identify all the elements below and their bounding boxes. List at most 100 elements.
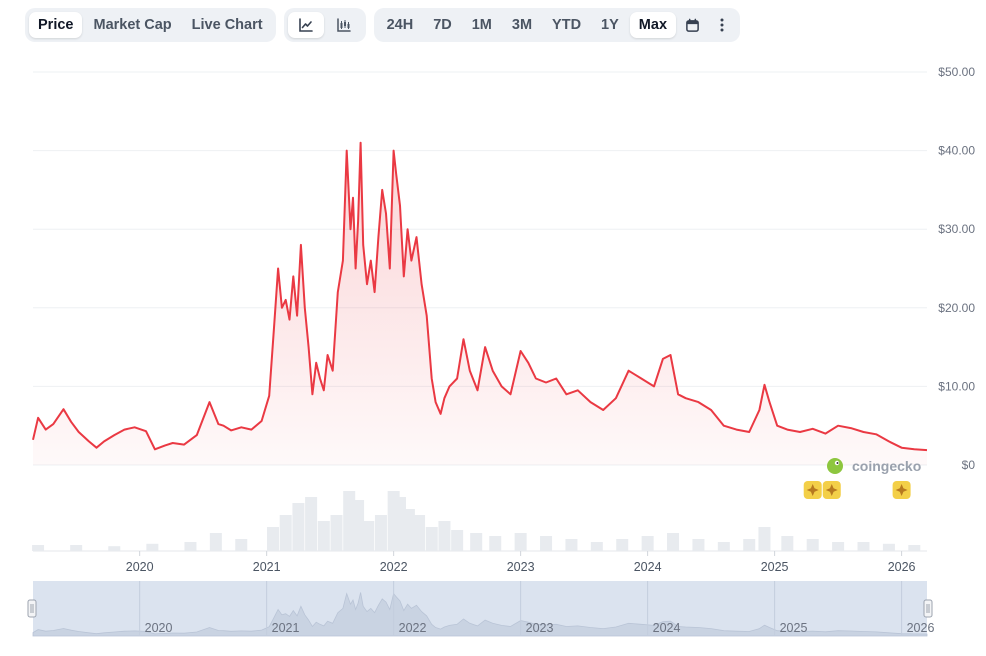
x-tick-label: 2022 xyxy=(380,560,408,574)
volume-bar xyxy=(305,497,318,551)
y-tick-label: $0 xyxy=(962,458,976,472)
volume-bar xyxy=(758,527,771,551)
volume-bar xyxy=(108,546,121,551)
more-options-icon xyxy=(720,18,724,32)
volume-bar xyxy=(317,521,330,551)
navigator-right-handle[interactable] xyxy=(923,599,933,618)
range-1y[interactable]: 1Y xyxy=(601,17,619,33)
x-tick-label: 2024 xyxy=(634,560,662,574)
x-tick-label: 2026 xyxy=(888,560,916,574)
volume-bar xyxy=(32,545,45,551)
volume-bar xyxy=(781,536,794,551)
sparkle-icon xyxy=(895,484,908,496)
calendar-button[interactable] xyxy=(678,12,706,38)
volume-bar xyxy=(402,509,415,551)
time-range-group: 24H 7D 1M 3M YTD 1Y Max xyxy=(373,8,741,42)
range-7d[interactable]: 7D xyxy=(433,17,452,33)
event-markers xyxy=(803,481,911,499)
x-tick-label: 2025 xyxy=(761,560,789,574)
navigator-tick-label: 2023 xyxy=(526,621,554,635)
range-24h[interactable]: 24H xyxy=(386,17,414,33)
coingecko-watermark: coingecko xyxy=(827,458,921,474)
volume-bar xyxy=(882,543,895,551)
volume-bar xyxy=(146,543,159,551)
y-tick-label: $30.00 xyxy=(938,222,975,236)
navigator-left-handle[interactable] xyxy=(27,599,37,618)
volume-bar xyxy=(70,545,83,551)
y-axis-labels: $50.00 $40.00 $30.00 $20.00 $10.00 $0 xyxy=(938,65,975,472)
x-axis-labels: 2020 2021 2022 2023 2024 2025 2026 xyxy=(126,551,916,574)
price-line[interactable] xyxy=(32,141,928,452)
range-ytd[interactable]: YTD xyxy=(552,17,582,33)
candlestick-chart-icon xyxy=(336,18,351,32)
volume-bar xyxy=(717,542,730,551)
y-tick-label: $20.00 xyxy=(938,301,975,315)
volume-bar xyxy=(489,536,502,551)
navigator-tick-label: 2020 xyxy=(145,621,173,635)
volume-bar xyxy=(425,527,438,551)
volume-bar xyxy=(413,515,426,551)
volume-bar xyxy=(330,515,343,551)
volume-bar xyxy=(438,521,451,551)
x-tick-label: 2023 xyxy=(507,560,535,574)
price-area-fill xyxy=(33,142,927,465)
volume-bar xyxy=(908,545,921,551)
volume-bar xyxy=(209,533,222,551)
volume-bar xyxy=(184,542,197,551)
volume-bar xyxy=(279,515,292,551)
calendar-icon xyxy=(685,18,699,32)
tab-market-cap[interactable]: Market Cap xyxy=(93,17,172,33)
navigator-grid xyxy=(139,581,903,636)
y-tick-label: $50.00 xyxy=(938,65,975,79)
volume-bar xyxy=(743,539,756,551)
chart-type-group xyxy=(283,8,366,42)
volume-bar xyxy=(235,539,248,551)
candlestick-chart-button[interactable] xyxy=(326,12,362,38)
volume-bar xyxy=(352,500,365,551)
y-tick-label: $10.00 xyxy=(938,379,975,393)
range-max[interactable]: Max xyxy=(629,12,677,38)
volume-bar xyxy=(806,539,819,551)
range-1m[interactable]: 1M xyxy=(471,17,492,33)
range-navigator[interactable]: 2020 2021 2022 2023 2024 2025 2026 xyxy=(27,581,935,637)
sparkle-icon xyxy=(825,484,838,496)
volume-bar xyxy=(590,542,603,551)
navigator-tick-label: 2021 xyxy=(272,621,300,635)
volume-bar xyxy=(540,536,553,551)
volume-bar xyxy=(616,539,629,551)
chart-toolbar: Price Market Cap Live Chart 24H 7D 1M xyxy=(25,8,741,42)
x-tick-label: 2021 xyxy=(253,560,281,574)
volume-bar xyxy=(514,533,527,551)
volume-bar xyxy=(292,503,305,551)
watermark-text: coingecko xyxy=(852,458,921,474)
volume-bar xyxy=(832,542,845,551)
volume-bar xyxy=(857,542,870,551)
volume-bars xyxy=(32,491,921,551)
volume-bar xyxy=(362,521,375,551)
volume-bar xyxy=(470,533,483,551)
navigator-area xyxy=(32,592,928,637)
volume-bar xyxy=(267,527,280,551)
navigator-labels: 2020 2021 2022 2023 2024 2025 2026 xyxy=(145,621,935,635)
x-tick-label: 2020 xyxy=(126,560,154,574)
navigator-tick-label: 2026 xyxy=(907,621,935,635)
tab-live-chart[interactable]: Live Chart xyxy=(191,17,263,33)
navigator-tick-label: 2025 xyxy=(780,621,808,635)
metric-tab-group: Price Market Cap Live Chart xyxy=(25,8,276,42)
navigator-tick-label: 2022 xyxy=(399,621,427,635)
volume-bar xyxy=(565,539,578,551)
navigator-tick-label: 2024 xyxy=(653,621,681,635)
grid-lines xyxy=(33,71,927,552)
volume-bar xyxy=(374,515,387,551)
volume-bar xyxy=(641,536,654,551)
volume-bar xyxy=(451,530,464,551)
y-tick-label: $40.00 xyxy=(938,144,975,158)
tab-price[interactable]: Price xyxy=(29,12,83,38)
volume-bar xyxy=(667,533,680,551)
coingecko-logo-icon xyxy=(827,458,843,474)
volume-bar xyxy=(692,539,705,551)
line-chart-button[interactable] xyxy=(287,12,324,38)
more-options-button[interactable] xyxy=(708,12,736,38)
range-3m[interactable]: 3M xyxy=(511,17,533,33)
